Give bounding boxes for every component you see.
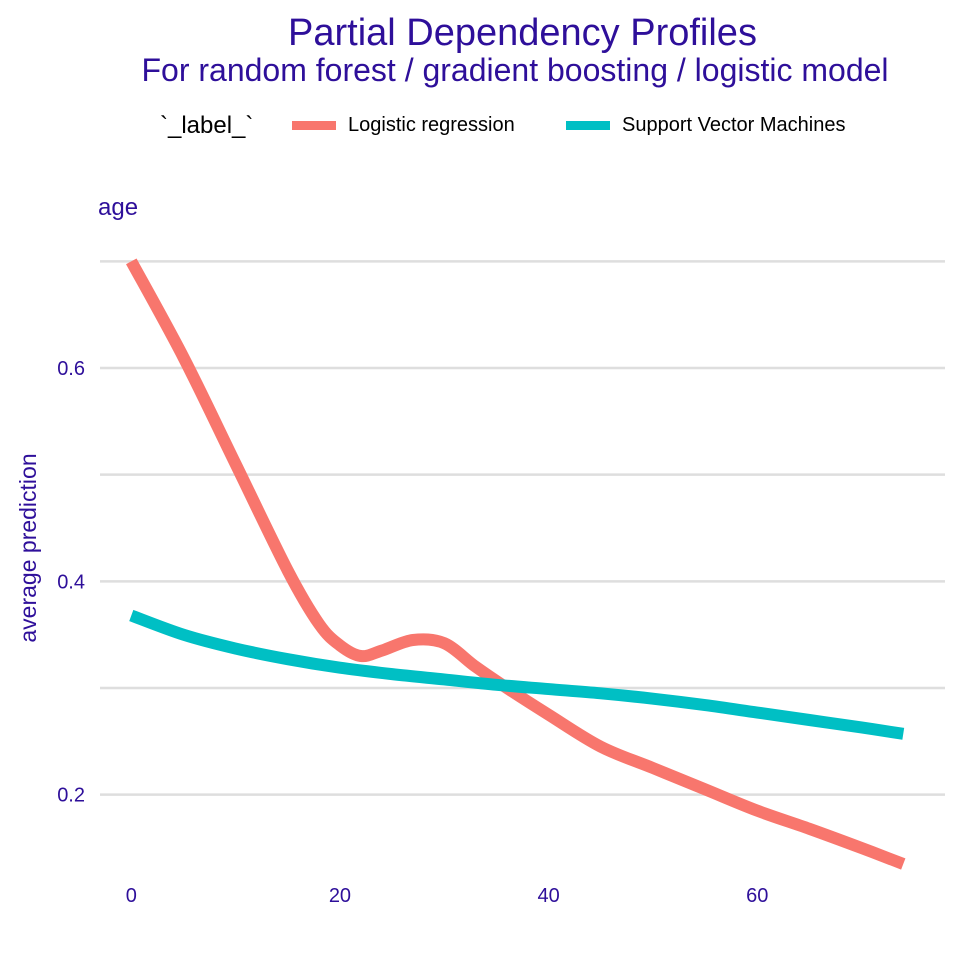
legend: `_label_` Logistic regression Support Ve… <box>0 110 960 140</box>
y-tick-label: 0.6 <box>57 358 85 380</box>
x-tick-label: 0 <box>126 885 137 907</box>
legend-key-logistic-regression <box>292 121 336 130</box>
x-tick-label: 20 <box>329 885 351 907</box>
series-line-support-vector-machines <box>129 609 905 740</box>
y-tick-label: 0.2 <box>57 785 85 807</box>
y-axis-label: average prediction <box>15 453 41 642</box>
legend-key-support-vector-machines <box>566 121 610 130</box>
legend-label-support-vector-machines: Support Vector Machines <box>622 114 846 136</box>
legend-label-logistic-regression: Logistic regression <box>348 114 515 136</box>
series-line-logistic-regression <box>126 258 906 870</box>
x-tick-label: 60 <box>746 885 768 907</box>
grid-layer <box>100 260 945 796</box>
legend-title: `_label_` <box>160 112 254 139</box>
series-layer <box>126 258 906 870</box>
chart-title: Partial Dependency Profiles <box>288 12 757 54</box>
panel-label: age <box>98 194 138 221</box>
x-tick-label: 40 <box>537 885 559 907</box>
ticks-layer: 0 20 40 60 0.2 0.4 0.6 <box>57 358 768 907</box>
chart-subtitle: For random forest / gradient boosting / … <box>141 52 889 88</box>
y-tick-label: 0.4 <box>57 571 85 593</box>
